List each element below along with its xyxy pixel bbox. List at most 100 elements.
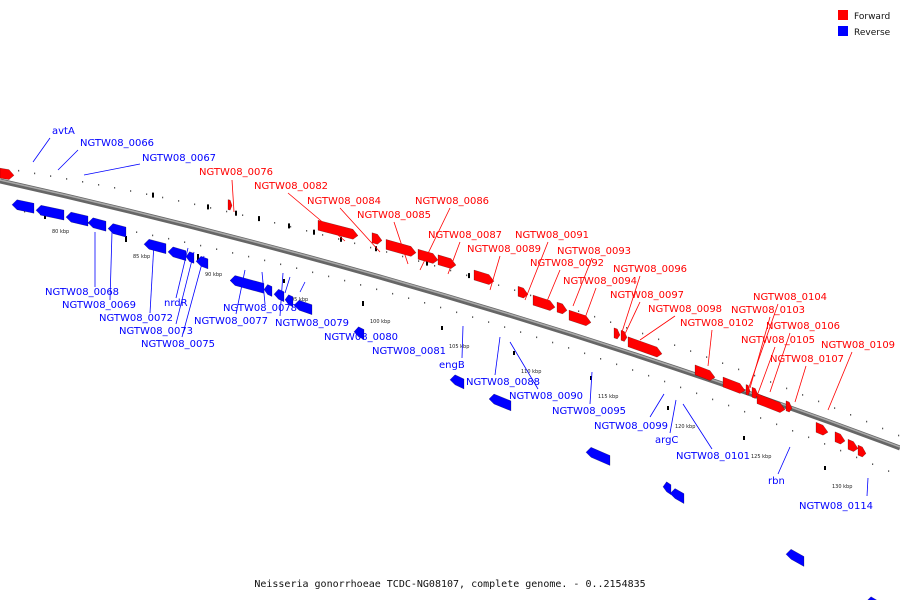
gene-reverse[interactable] — [449, 374, 465, 390]
gene-label-reverse[interactable]: argC — [655, 435, 678, 446]
kbp-tick-label: 80 kbp — [52, 229, 69, 235]
gene-label-reverse[interactable]: NGTW08_0075 — [141, 339, 215, 350]
gene-label-reverse[interactable]: NGTW08_0095 — [552, 406, 626, 417]
leader-line — [524, 241, 549, 301]
gene-label-forward[interactable]: NGTW08_0107 — [770, 354, 844, 365]
gene-label-reverse[interactable]: NGTW08_0079 — [275, 318, 349, 329]
gene-label-forward[interactable]: NGTW08_0085 — [357, 210, 431, 221]
gene-forward[interactable] — [532, 294, 556, 311]
gene-forward[interactable] — [756, 393, 786, 413]
gene-forward[interactable] — [751, 386, 759, 399]
gene-forward[interactable] — [815, 421, 829, 436]
gene-label-forward[interactable]: NGTW08_0102 — [680, 318, 754, 329]
gene-forward[interactable] — [722, 376, 746, 394]
gene-label-forward[interactable]: NGTW08_0087 — [428, 230, 502, 241]
gene-label-reverse[interactable]: NGTW08_0077 — [194, 316, 268, 327]
gene-label-forward[interactable]: NGTW08_0097 — [610, 290, 684, 301]
gene-reverse[interactable] — [35, 205, 65, 221]
leader-line — [866, 477, 869, 497]
gene-reverse[interactable] — [293, 299, 313, 316]
gene-forward[interactable] — [556, 301, 568, 315]
gene-reverse[interactable] — [263, 284, 273, 297]
leader-line — [261, 271, 266, 305]
gene-label-forward[interactable]: NGTW08_0103 — [731, 305, 805, 316]
gene-label-forward[interactable]: NGTW08_0109 — [821, 340, 895, 351]
gene-label-reverse[interactable]: nrdR — [164, 298, 188, 309]
gene-reverse[interactable] — [167, 246, 187, 262]
gene-reverse[interactable] — [488, 393, 512, 412]
gene-label-reverse[interactable]: rbn — [768, 476, 785, 487]
gene-label-reverse[interactable]: NGTW08_0114 — [799, 501, 873, 512]
gene-label-forward[interactable]: NGTW08_0105 — [741, 335, 815, 346]
gene-label-reverse[interactable]: NGTW08_0081 — [372, 346, 446, 357]
gene-forward[interactable] — [385, 239, 417, 257]
gene-reverse[interactable] — [229, 275, 265, 294]
gene-forward[interactable] — [0, 167, 15, 180]
leader-line — [639, 315, 676, 341]
gene-label-forward[interactable]: NGTW08_0098 — [648, 304, 722, 315]
gene-label-forward[interactable]: NGTW08_0076 — [199, 167, 273, 178]
gene-label-forward[interactable]: NGTW08_0084 — [307, 196, 381, 207]
gene-forward[interactable] — [417, 248, 439, 264]
gene-reverse[interactable] — [65, 211, 89, 227]
gene-reverse[interactable] — [284, 294, 294, 308]
legend-forward-label: Forward — [854, 12, 890, 22]
gene-reverse[interactable] — [273, 288, 285, 303]
leader-line — [284, 276, 291, 294]
gene-reverse[interactable] — [866, 596, 884, 600]
gene-label-reverse[interactable]: NGTW08_0078 — [223, 303, 297, 314]
gene-reverse[interactable] — [353, 326, 365, 340]
gene-label-forward[interactable]: NGTW08_0093 — [557, 246, 631, 257]
gene-label-forward[interactable]: NGTW08_0086 — [415, 196, 489, 207]
gene-reverse[interactable] — [87, 217, 107, 232]
gene-forward[interactable] — [857, 444, 867, 458]
gene-forward[interactable] — [613, 327, 621, 340]
gene-label-forward[interactable]: NGTW08_0082 — [254, 181, 328, 192]
gene-label-forward[interactable]: NGTW08_0104 — [753, 292, 827, 303]
gene-label-reverse[interactable]: NGTW08_0073 — [119, 326, 193, 337]
gene-label-reverse[interactable]: engB — [439, 360, 465, 371]
gene-label-reverse[interactable]: avtA — [52, 126, 75, 137]
gene-forward[interactable] — [473, 269, 495, 285]
leader-line — [339, 207, 381, 253]
gene-label-reverse[interactable]: NGTW08_0101 — [676, 451, 750, 462]
gene-forward[interactable] — [227, 199, 233, 211]
gene-reverse[interactable] — [143, 238, 167, 255]
gene-reverse[interactable] — [662, 481, 672, 496]
gene-label-forward[interactable]: NGTW08_0094 — [563, 276, 637, 287]
gene-forward[interactable] — [437, 254, 457, 269]
gene-label-forward[interactable]: NGTW08_0106 — [766, 321, 840, 332]
gene-forward[interactable] — [847, 438, 859, 452]
gene-forward[interactable] — [834, 431, 846, 445]
gene-label-reverse[interactable]: NGTW08_0099 — [594, 421, 668, 432]
gene-forward[interactable] — [627, 336, 663, 358]
gene-label-reverse[interactable]: NGTW08_0080 — [324, 332, 398, 343]
gene-forward[interactable] — [785, 400, 793, 413]
gene-reverse[interactable] — [785, 548, 805, 567]
leader-line — [419, 207, 451, 271]
leader-line — [794, 365, 807, 403]
gene-forward[interactable] — [568, 309, 592, 327]
leader-line — [769, 332, 791, 393]
gene-label-forward[interactable]: NGTW08_0092 — [530, 258, 604, 269]
gene-reverse[interactable] — [669, 488, 685, 505]
gene-forward[interactable] — [317, 219, 359, 240]
gene-reverse[interactable] — [107, 223, 127, 238]
gene-forward[interactable] — [371, 232, 383, 245]
gene-forward[interactable] — [517, 285, 529, 299]
kbp-tick-label: 130 kbp — [832, 484, 852, 490]
gene-label-forward[interactable]: NGTW08_0096 — [613, 264, 687, 275]
gene-label-forward[interactable]: NGTW08_0089 — [467, 244, 541, 255]
gene-label-reverse[interactable]: NGTW08_0072 — [99, 313, 173, 324]
gene-forward[interactable] — [694, 364, 716, 381]
gene-label-reverse[interactable]: NGTW08_0090 — [509, 391, 583, 402]
gene-label-reverse[interactable]: NGTW08_0088 — [466, 377, 540, 388]
gene-label-reverse[interactable]: NGTW08_0069 — [62, 300, 136, 311]
gene-label-reverse[interactable]: NGTW08_0068 — [45, 287, 119, 298]
leader-line — [279, 272, 284, 317]
gene-label-reverse[interactable]: NGTW08_0066 — [80, 138, 154, 149]
gene-reverse[interactable] — [11, 199, 35, 214]
gene-reverse[interactable] — [585, 447, 611, 466]
gene-label-reverse[interactable]: NGTW08_0067 — [142, 153, 216, 164]
gene-label-forward[interactable]: NGTW08_0091 — [515, 230, 589, 241]
